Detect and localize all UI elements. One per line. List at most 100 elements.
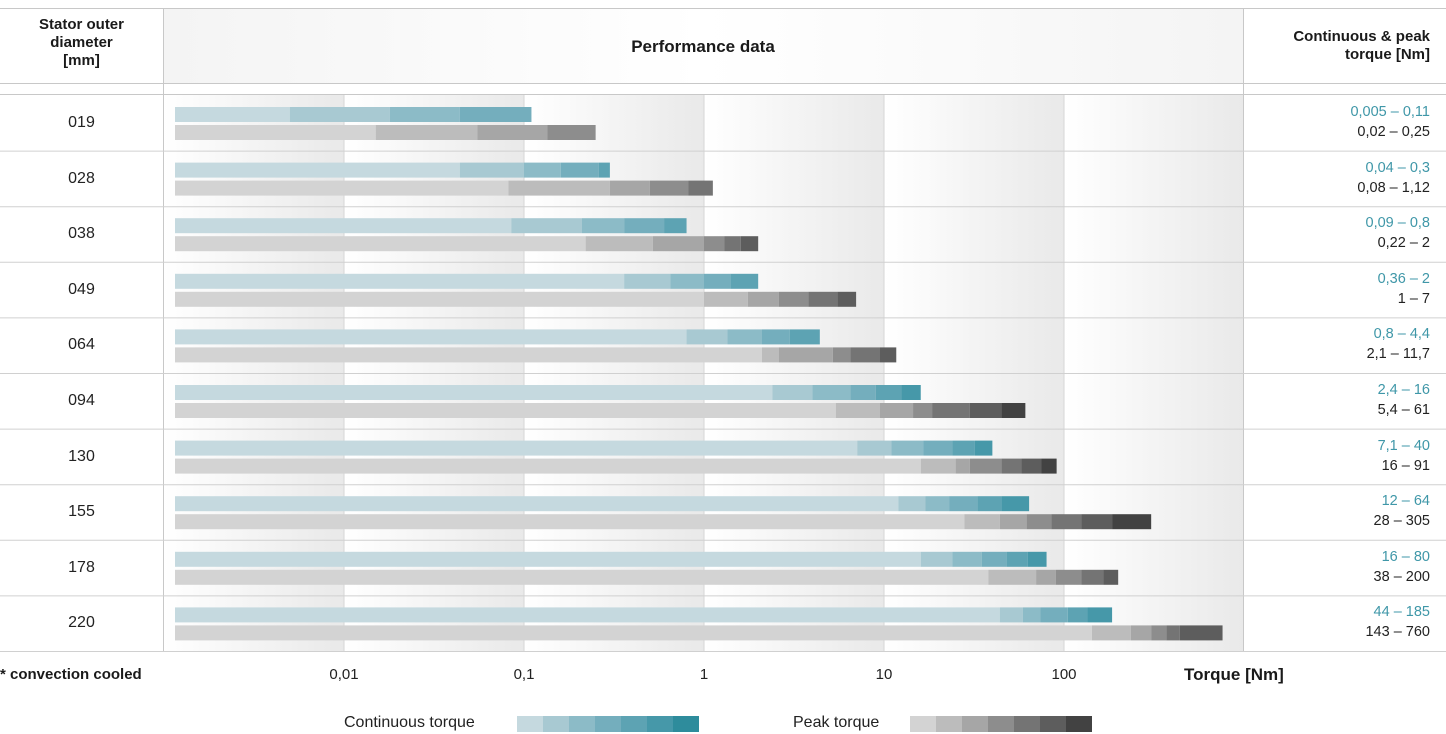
continuous-bar-segment: [686, 329, 728, 345]
peak-bar-segment: [477, 125, 548, 140]
continuous-bar-segment: [624, 273, 671, 289]
continuous-bar-segment: [977, 496, 1002, 512]
continuous-bar-segment: [704, 273, 731, 289]
continuous-bar-segment: [1067, 607, 1088, 623]
continuous-bar-segment: [727, 329, 762, 345]
continuous-bar-segment: [730, 273, 759, 289]
row-label: 049: [68, 280, 95, 298]
peak-bar-segment: [175, 125, 376, 140]
peak-bar-segment: [999, 514, 1027, 530]
peak-bar-segment: [1151, 625, 1167, 641]
footnote: * convection cooled: [0, 666, 142, 683]
continuous-bar-segment: [1001, 496, 1030, 512]
continuous-bar-segment: [664, 218, 687, 234]
continuous-bar-segment: [1027, 551, 1047, 567]
peak-bar-segment: [988, 569, 1037, 585]
legend-swatch-cell: [673, 716, 699, 732]
peak-bar-segment: [175, 291, 704, 307]
legend-swatch-cell: [1066, 716, 1092, 732]
torque-range: 0,09 – 0,8 0,22 – 2: [1366, 213, 1431, 253]
row-label: 064: [68, 336, 95, 354]
header-torque-range-line2: torque [Nm]: [1345, 46, 1430, 63]
continuous-range-text: 0,36 – 2: [1377, 270, 1430, 287]
continuous-bar-segment: [1022, 607, 1041, 623]
x-axis-title: Torque [Nm]: [1184, 665, 1284, 684]
peak-bar-segment: [837, 291, 857, 307]
header-torque-range-line1: Continuous & peak: [1293, 28, 1430, 45]
peak-bar-segment: [920, 458, 956, 474]
header-band: [163, 9, 1243, 83]
peak-bar-segment: [1055, 569, 1082, 585]
row-label: 130: [68, 447, 95, 465]
continuous-range-text: 0,005 – 0,11: [1350, 104, 1430, 120]
continuous-bar-segment: [598, 162, 610, 178]
continuous-bar-segment: [175, 385, 773, 400]
peak-bar-segment: [704, 291, 748, 307]
continuous-bar-segment: [560, 162, 599, 178]
peak-bar-segment: [1081, 514, 1113, 530]
peak-bar-segment: [1021, 458, 1042, 474]
peak-range-text: 0,22 – 2: [1377, 235, 1430, 252]
continuous-bar-segment: [974, 440, 993, 456]
peak-bar-segment: [850, 347, 880, 363]
peak-bar-segment: [704, 236, 725, 252]
peak-bar-segment: [609, 180, 650, 196]
continuous-bar-segment: [175, 607, 1000, 623]
peak-range-text: 2,1 – 11,7: [1366, 346, 1430, 363]
continuous-bar-segment: [812, 385, 851, 400]
legend-swatch-cell: [621, 716, 647, 732]
torque-range: 16 – 80 38 – 200: [1374, 547, 1430, 587]
torque-range: 0,005 – 0,11 0,02 – 0,25: [1350, 102, 1430, 142]
peak-bar-segment: [175, 569, 989, 585]
peak-bar-segment: [508, 180, 610, 196]
peak-bar-segment: [175, 403, 836, 418]
continuous-bar-segment: [898, 496, 926, 512]
torque-range: 12 – 64 28 – 305: [1374, 491, 1430, 531]
peak-bar-segment: [1026, 514, 1052, 530]
row-label: 028: [68, 169, 95, 187]
x-tick-label: 0,01: [329, 666, 359, 683]
peak-bar-segment: [175, 458, 921, 474]
peak-bar-segment: [778, 291, 809, 307]
peak-bar-segment: [913, 403, 933, 418]
continuous-bar-segment: [981, 551, 1007, 567]
peak-range-text: 143 – 760: [1365, 624, 1430, 641]
legend-swatch-cell: [569, 716, 595, 732]
peak-bar-segment: [175, 236, 586, 252]
peak-range-text: 0,02 – 0,25: [1357, 124, 1430, 140]
peak-bar-segment: [175, 180, 509, 196]
peak-bar-segment: [778, 347, 833, 363]
peak-bar-segment: [879, 403, 914, 418]
peak-bar-segment: [1112, 514, 1152, 530]
peak-range-text: 38 – 200: [1373, 568, 1430, 585]
legend-peak-label: Peak torque: [793, 714, 880, 731]
continuous-range-text: 16 – 80: [1381, 548, 1430, 565]
continuous-bar-segment: [952, 440, 975, 456]
peak-bar-segment: [1036, 569, 1056, 585]
legend-swatch-cell: [517, 716, 543, 732]
peak-bar-segment: [375, 125, 478, 140]
continuous-bar-segment: [850, 385, 876, 400]
legend-swatch-cell: [1014, 716, 1040, 732]
peak-bar-segment: [969, 403, 1002, 418]
continuous-bar-segment: [1087, 607, 1113, 623]
row-label: 038: [68, 225, 95, 243]
peak-bar-segment: [879, 347, 897, 363]
peak-bar-segment: [1081, 569, 1104, 585]
legend-swatch-cell: [647, 716, 673, 732]
row-label: 019: [68, 114, 95, 131]
continuous-bar-segment: [1006, 551, 1028, 567]
peak-bar-segment: [1166, 625, 1180, 641]
continuous-range-text: 0,09 – 0,8: [1365, 215, 1431, 232]
continuous-bar-segment: [459, 107, 532, 122]
continuous-range-text: 0,04 – 0,3: [1365, 159, 1431, 176]
peak-bar-segment: [832, 347, 851, 363]
peak-bar-segment: [175, 625, 1092, 641]
peak-bar-segment: [1001, 403, 1026, 418]
peak-bar-segment: [1130, 625, 1152, 641]
peak-bar-segment: [955, 458, 970, 474]
continuous-bar-segment: [524, 162, 561, 178]
peak-bar-segment: [1179, 625, 1223, 641]
continuous-range-text: 2,4 – 16: [1377, 382, 1430, 398]
